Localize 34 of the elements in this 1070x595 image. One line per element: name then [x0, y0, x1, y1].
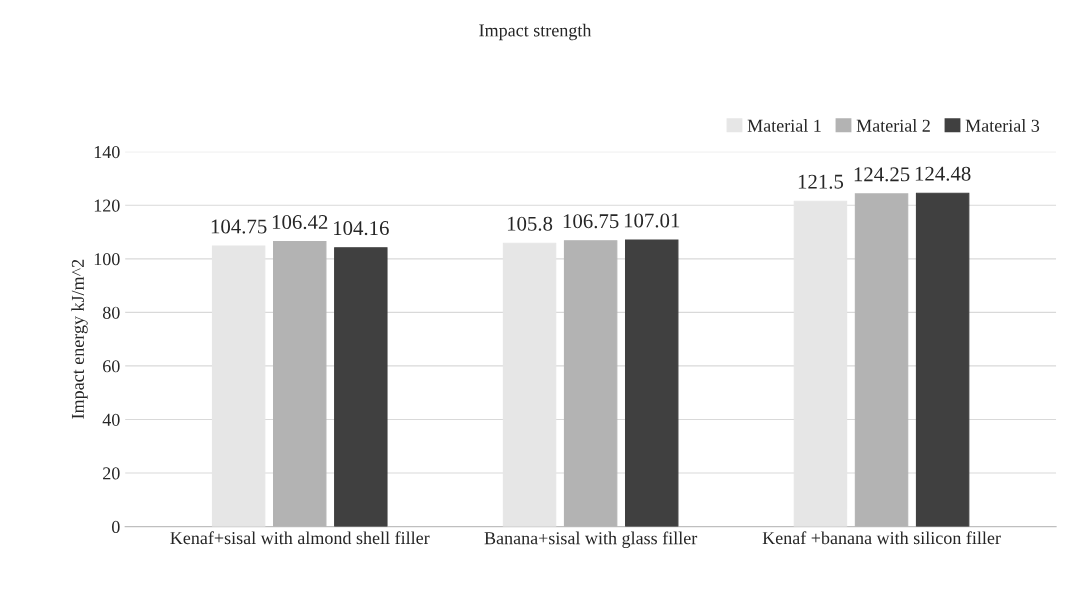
y-tick-label: 120 [94, 199, 120, 212]
data-label: 105.8 [507, 216, 553, 231]
y-tick-label: 20 [103, 467, 120, 480]
bar [793, 200, 848, 527]
bar [915, 192, 970, 527]
legend-label: Material 1 [747, 119, 821, 132]
bar [272, 241, 327, 527]
legend-label: Material 2 [856, 119, 930, 132]
bar [624, 239, 679, 527]
data-label: 104.75 [211, 219, 267, 234]
y-tick-label: 80 [102, 306, 120, 319]
y-tick-label: 40 [102, 413, 120, 426]
data-label: 106.42 [272, 215, 328, 230]
chart-title: Impact strength [479, 23, 592, 41]
data-label: 106.75 [563, 214, 619, 229]
x-tick-label: Kenaf +banana with silicon filler [762, 531, 1001, 545]
bar [211, 245, 266, 527]
data-label: 124.25 [854, 167, 910, 182]
data-label: 104.16 [334, 221, 389, 236]
y-tick-label: 140 [94, 145, 120, 159]
data-label: 107.01 [624, 213, 680, 228]
legend-label: Material 3 [965, 119, 1040, 132]
data-label: 124.48 [915, 166, 971, 181]
bar [854, 193, 909, 527]
y-tick-label: 60 [103, 360, 120, 373]
x-tick-label: Banana+sisal with glass filler [484, 531, 698, 549]
y-axis-title: Impact energy kJ/m^2 [71, 259, 88, 419]
bar [334, 247, 388, 527]
y-tick-label: 0 [111, 520, 120, 534]
data-label: 121.5 [798, 174, 844, 189]
bar [502, 242, 557, 527]
y-tick-label: 100 [94, 253, 120, 266]
bar [563, 240, 618, 527]
x-tick-label: Kenaf+sisal with almond shell filler [170, 531, 430, 545]
